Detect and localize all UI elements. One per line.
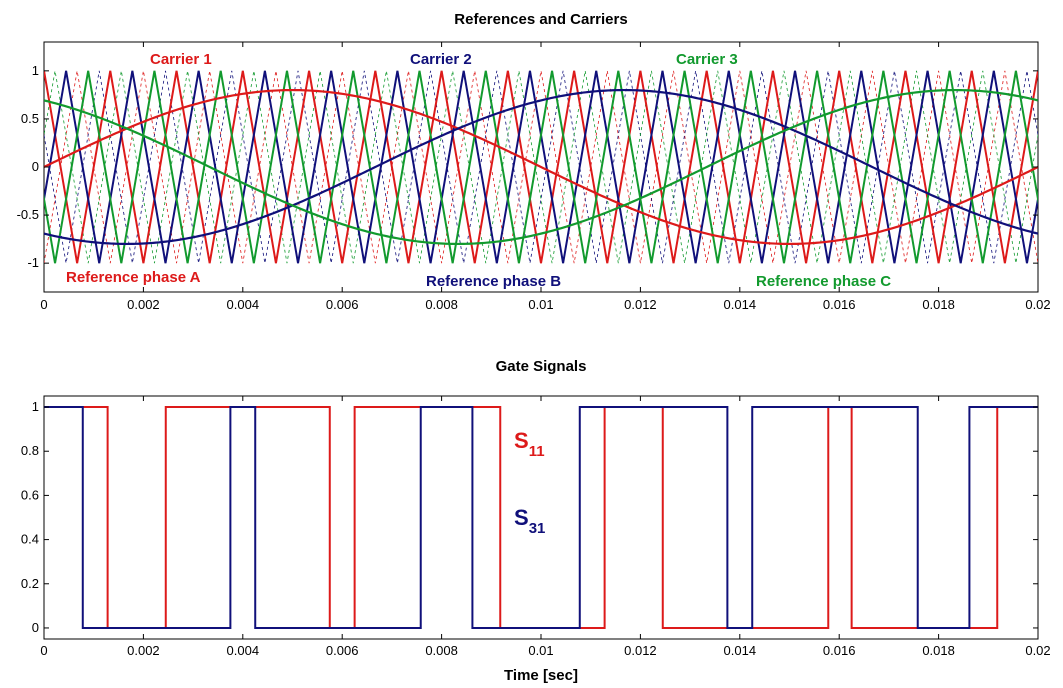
bottom-x-tick-label: 0.008 (425, 643, 458, 658)
label-reference-c: Reference phase C (756, 273, 891, 290)
top-x-tick-label: 0 (40, 297, 47, 312)
bottom-x-tick-label: 0.004 (227, 643, 260, 658)
top-x-tick-label: 0.016 (823, 297, 856, 312)
gate-signal-s31-line (44, 406, 1038, 629)
top-x-tick-label: 0.018 (922, 297, 955, 312)
label-carrier-3: Carrier 3 (676, 51, 738, 68)
bottom-plot-area (43, 395, 1039, 640)
bottom-plot-lines (44, 406, 1038, 629)
bottom-chart-title: Gate Signals (496, 358, 587, 375)
bottom-x-tick-label: 0.012 (624, 643, 657, 658)
bottom-x-tick-label: 0.01 (528, 643, 553, 658)
bottom-x-axis: 0 0.002 0.004 0.006 0.008 0.01 0.012 0.014 0.016… (40, 396, 1051, 658)
bottom-y-tick-label: 0.2 (21, 576, 39, 591)
bottom-y-tick-label: 0.8 (21, 443, 39, 458)
bottom-y-axis: 1 0.8 0.6 0.4 0.2 0 (21, 399, 1038, 635)
top-x-tick-label: 0.004 (227, 297, 260, 312)
top-y-tick-label: -0.5 (17, 207, 39, 222)
bottom-x-axis-label: Time [sec] (504, 667, 578, 684)
reference-phase-C-line (44, 88, 1038, 246)
bottom-x-tick-label: 0.006 (326, 643, 359, 658)
top-x-tick-label: 0.01 (528, 297, 553, 312)
label-s11-base: S (514, 428, 529, 453)
label-s31-subscript: 31 (529, 520, 546, 537)
label-s31: S31 (514, 505, 545, 537)
label-s11: S11 (514, 428, 545, 460)
bottom-x-tick-label: 0.018 (922, 643, 955, 658)
bottom-x-tick-label: 0.016 (823, 643, 856, 658)
top-x-tick-label: 0.014 (724, 297, 757, 312)
top-y-tick-label: -1 (27, 255, 39, 270)
top-x-axis: 0 0.002 0.004 0.006 0.008 0.01 0.012 0.014 0.016… (40, 42, 1051, 312)
top-y-tick-label: 0.5 (21, 111, 39, 126)
bottom-x-tick-label: 0.02 (1025, 643, 1050, 658)
top-x-tick-label: 0.012 (624, 297, 657, 312)
top-y-tick-label: 1 (32, 63, 39, 78)
top-chart: References and Carriers 0 0.002 0.004 0.006… (17, 11, 1051, 312)
bottom-y-tick-label: 0.6 (21, 487, 39, 502)
label-reference-a: Reference phase A (66, 269, 201, 286)
bottom-y-tick-label: 1 (32, 399, 39, 414)
label-s31-base: S (514, 505, 529, 530)
top-x-tick-label: 0.02 (1025, 297, 1050, 312)
label-reference-b: Reference phase B (426, 273, 561, 290)
top-x-tick-label: 0.008 (425, 297, 458, 312)
label-carrier-1: Carrier 1 (150, 51, 212, 68)
reference-phase-A-line (44, 88, 1038, 246)
bottom-x-tick-label: 0 (40, 643, 47, 658)
top-chart-title: References and Carriers (454, 11, 627, 28)
bottom-y-tick-label: 0.4 (21, 532, 39, 547)
top-plot-lines (44, 70, 1038, 264)
bottom-chart: Gate Signals 0 0.002 0.004 0.006 0.008 0.01 0.… (21, 358, 1051, 684)
bottom-x-tick-label: 0.014 (724, 643, 757, 658)
carrier-3-line (44, 70, 1038, 264)
label-s11-subscript: 11 (529, 443, 545, 460)
top-y-axis: 1 0.5 0 -0.5 -1 (17, 63, 1038, 270)
top-x-tick-label: 0.002 (127, 297, 160, 312)
bottom-y-tick-label: 0 (32, 620, 39, 635)
top-y-tick-label: 0 (32, 159, 39, 174)
reference-phase-B-line (44, 88, 1038, 246)
top-x-tick-label: 0.006 (326, 297, 359, 312)
bottom-x-tick-label: 0.002 (127, 643, 160, 658)
label-carrier-2: Carrier 2 (410, 51, 472, 68)
